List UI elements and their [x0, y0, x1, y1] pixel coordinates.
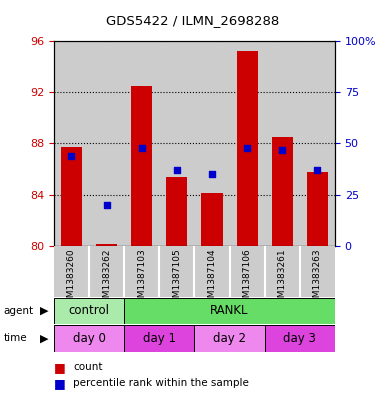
Text: GSM1387103: GSM1387103 — [137, 248, 146, 309]
Bar — [124, 41, 159, 246]
Text: RANKL: RANKL — [210, 304, 249, 318]
Text: ■: ■ — [54, 361, 66, 374]
Bar — [272, 137, 293, 246]
Point — [69, 152, 75, 159]
Bar — [307, 171, 328, 246]
Bar — [54, 246, 89, 297]
Point — [279, 147, 285, 153]
Bar — [201, 193, 223, 246]
Text: GSM1387106: GSM1387106 — [243, 248, 252, 309]
Bar — [89, 246, 124, 297]
Bar — [300, 246, 335, 297]
Bar — [194, 246, 229, 297]
Bar — [229, 246, 265, 297]
Text: ▶: ▶ — [40, 333, 49, 343]
Bar — [54, 298, 124, 324]
Bar — [264, 325, 335, 352]
Bar — [194, 325, 265, 352]
Bar — [96, 244, 117, 246]
Point — [209, 171, 215, 177]
Text: GSM1383261: GSM1383261 — [278, 248, 287, 309]
Point — [244, 144, 250, 151]
Text: agent: agent — [4, 306, 34, 316]
Bar — [229, 41, 265, 246]
Bar — [124, 325, 194, 352]
Text: day 1: day 1 — [143, 332, 176, 345]
Text: time: time — [4, 333, 27, 343]
Text: GDS5422 / ILMN_2698288: GDS5422 / ILMN_2698288 — [106, 14, 279, 27]
Text: day 2: day 2 — [213, 332, 246, 345]
Text: GSM1383262: GSM1383262 — [102, 248, 111, 309]
Bar — [264, 246, 300, 297]
Text: ▶: ▶ — [40, 306, 49, 316]
Bar — [166, 177, 187, 246]
Text: GSM1387104: GSM1387104 — [208, 248, 216, 309]
Point — [104, 202, 110, 208]
Bar — [124, 246, 159, 297]
Text: GSM1387105: GSM1387105 — [172, 248, 181, 309]
Bar — [54, 325, 124, 352]
Bar — [54, 41, 89, 246]
Text: ■: ■ — [54, 376, 66, 390]
Bar — [61, 147, 82, 246]
Bar — [159, 246, 194, 297]
Text: control: control — [69, 304, 109, 318]
Text: count: count — [73, 362, 103, 373]
Bar — [89, 41, 124, 246]
Point — [314, 167, 320, 173]
Bar — [264, 41, 300, 246]
Bar — [300, 41, 335, 246]
Bar — [194, 41, 229, 246]
Text: GSM1383260: GSM1383260 — [67, 248, 76, 309]
Point — [139, 144, 145, 151]
Text: day 3: day 3 — [283, 332, 316, 345]
Bar — [236, 51, 258, 246]
Bar — [159, 41, 194, 246]
Text: day 0: day 0 — [73, 332, 105, 345]
Text: percentile rank within the sample: percentile rank within the sample — [73, 378, 249, 388]
Point — [174, 167, 180, 173]
Bar — [124, 298, 335, 324]
Bar — [131, 86, 152, 246]
Text: GSM1383263: GSM1383263 — [313, 248, 322, 309]
